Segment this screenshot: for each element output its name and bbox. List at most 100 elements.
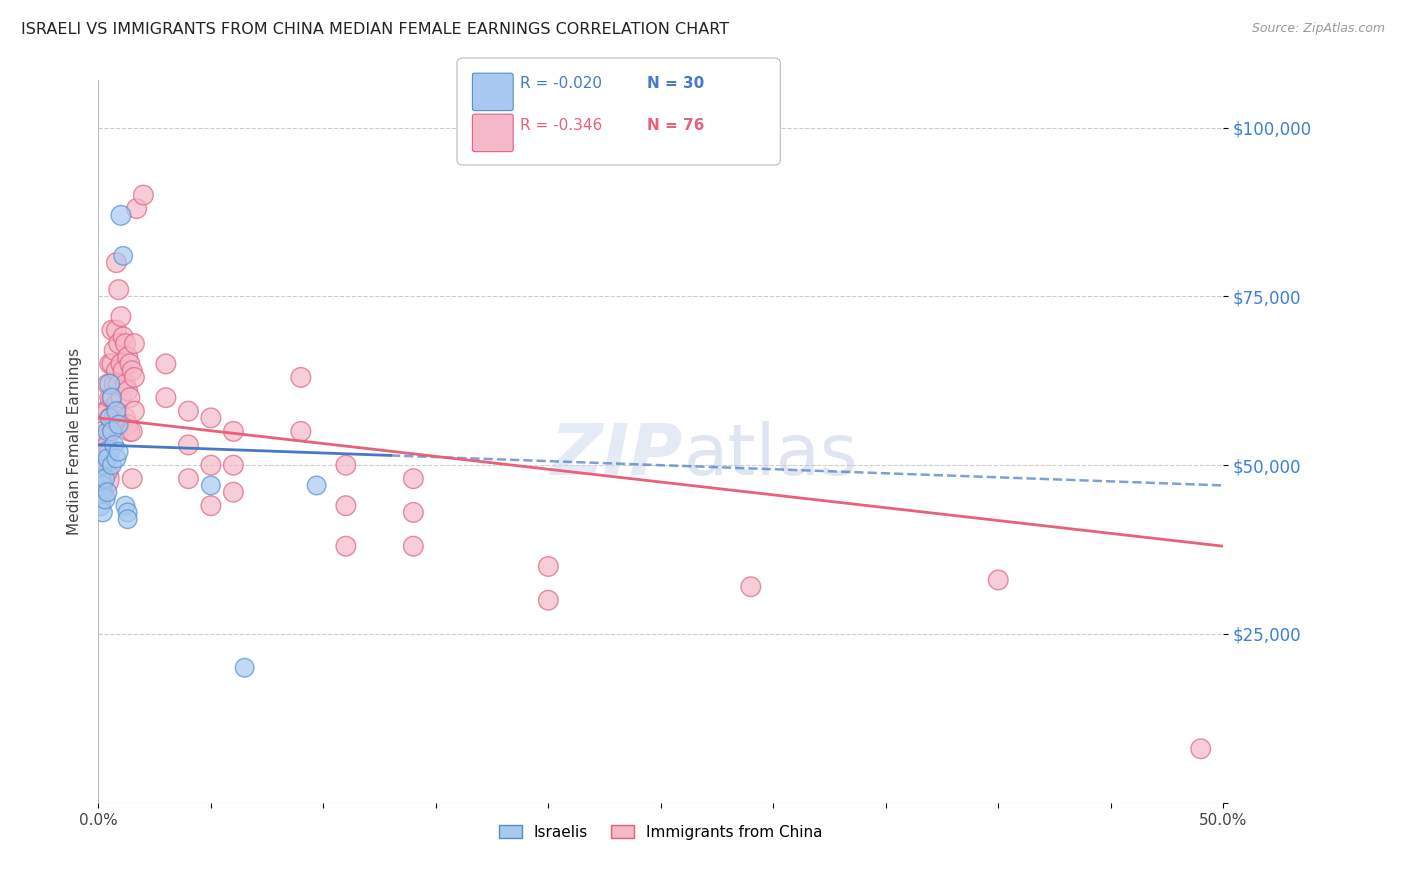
Point — [112, 330, 135, 344]
Point — [114, 499, 136, 513]
Point — [402, 505, 425, 519]
Point — [94, 444, 117, 458]
Point — [110, 310, 132, 324]
Point — [105, 364, 128, 378]
Point — [90, 472, 112, 486]
Point — [117, 350, 139, 364]
Point — [110, 391, 132, 405]
Point — [177, 404, 200, 418]
Point — [91, 458, 114, 472]
Point — [740, 580, 762, 594]
Point — [200, 499, 222, 513]
Point — [91, 505, 114, 519]
Point — [121, 425, 143, 439]
Point — [222, 458, 245, 472]
Point — [402, 472, 425, 486]
Point — [98, 411, 121, 425]
Point — [200, 458, 222, 472]
Point — [96, 425, 118, 439]
Point — [105, 255, 128, 269]
Point — [94, 458, 117, 472]
Point — [98, 377, 121, 392]
Point — [114, 411, 136, 425]
Point — [107, 417, 129, 432]
Point — [90, 485, 112, 500]
Point — [96, 404, 118, 418]
Point — [335, 499, 357, 513]
Point — [117, 512, 139, 526]
Point — [200, 478, 222, 492]
Point — [200, 411, 222, 425]
Text: N = 76: N = 76 — [647, 118, 704, 133]
Point — [222, 485, 245, 500]
Point — [94, 404, 117, 418]
Point — [114, 336, 136, 351]
Point — [107, 283, 129, 297]
Point — [105, 397, 128, 411]
Point — [96, 451, 118, 466]
Point — [98, 357, 121, 371]
Point — [117, 505, 139, 519]
Point — [155, 357, 177, 371]
Point — [91, 478, 114, 492]
Point — [98, 411, 121, 425]
Point — [98, 444, 121, 458]
Point — [124, 370, 146, 384]
Point — [101, 417, 124, 432]
Point — [987, 573, 1010, 587]
Point — [118, 425, 141, 439]
Point — [305, 478, 328, 492]
Point — [335, 458, 357, 472]
Point — [335, 539, 357, 553]
Text: N = 30: N = 30 — [647, 76, 704, 91]
Point — [124, 404, 146, 418]
Point — [125, 202, 148, 216]
Point — [94, 472, 117, 486]
Point — [101, 458, 124, 472]
Point — [101, 323, 124, 337]
Point — [96, 438, 118, 452]
Text: ZIP: ZIP — [551, 422, 683, 491]
Text: ISRAELI VS IMMIGRANTS FROM CHINA MEDIAN FEMALE EARNINGS CORRELATION CHART: ISRAELI VS IMMIGRANTS FROM CHINA MEDIAN … — [21, 22, 730, 37]
Point — [177, 438, 200, 452]
Point — [110, 208, 132, 222]
Point — [90, 499, 112, 513]
Point — [124, 336, 146, 351]
Point — [103, 377, 125, 392]
Point — [121, 364, 143, 378]
Point — [290, 425, 312, 439]
Point — [402, 539, 425, 553]
Point — [105, 451, 128, 466]
Point — [117, 384, 139, 398]
Point — [112, 249, 135, 263]
Point — [96, 377, 118, 392]
Point — [121, 472, 143, 486]
Point — [118, 357, 141, 371]
Point — [105, 404, 128, 418]
Point — [233, 661, 256, 675]
Point — [114, 377, 136, 392]
Point — [1189, 741, 1212, 756]
Point — [101, 357, 124, 371]
Point — [155, 391, 177, 405]
Point — [290, 370, 312, 384]
Point — [117, 417, 139, 432]
Point — [91, 485, 114, 500]
Point — [107, 336, 129, 351]
Point — [110, 357, 132, 371]
Point — [98, 391, 121, 405]
Point — [132, 188, 155, 202]
Point — [96, 465, 118, 479]
Text: R = -0.346: R = -0.346 — [520, 118, 602, 133]
Y-axis label: Median Female Earnings: Median Female Earnings — [66, 348, 82, 535]
Point — [107, 377, 129, 392]
Point — [537, 559, 560, 574]
Point — [91, 425, 114, 439]
Text: Source: ZipAtlas.com: Source: ZipAtlas.com — [1251, 22, 1385, 36]
Point — [537, 593, 560, 607]
Point — [105, 323, 128, 337]
Point — [94, 431, 117, 445]
Point — [101, 391, 124, 405]
Point — [103, 411, 125, 425]
Text: atlas: atlas — [683, 422, 858, 491]
